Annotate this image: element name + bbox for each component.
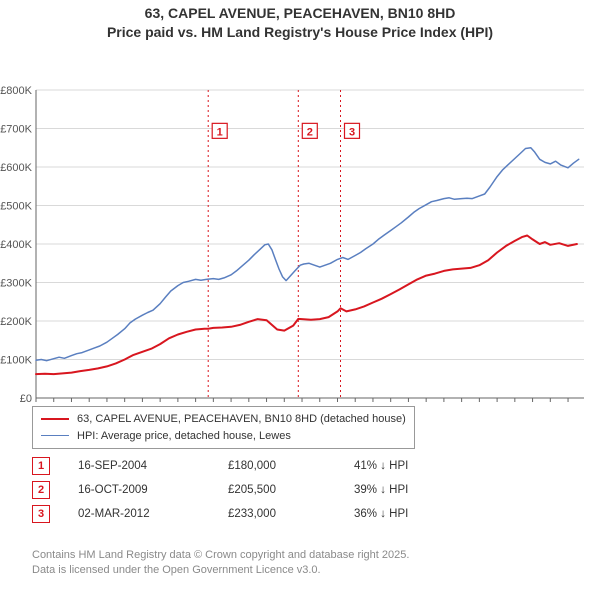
legend-swatch — [41, 418, 69, 420]
svg-text:£600K: £600K — [0, 162, 32, 174]
svg-text:£0: £0 — [20, 393, 32, 402]
title-line-1: 63, CAPEL AVENUE, PEACEHAVEN, BN10 8HD — [0, 4, 600, 23]
transaction-delta: 39% ↓ HPI — [354, 478, 408, 502]
transaction-date: 16-SEP-2004 — [78, 454, 228, 478]
footer-line-1: Contains HM Land Registry data © Crown c… — [32, 548, 409, 563]
transaction-marker-badge: 3 — [32, 505, 50, 523]
transaction-marker-badge: 2 — [32, 481, 50, 499]
transaction-row: 3 02-MAR-2012£233,00036% ↓ HPI — [32, 502, 408, 526]
legend-item: 63, CAPEL AVENUE, PEACEHAVEN, BN10 8HD (… — [41, 411, 406, 428]
transaction-date: 02-MAR-2012 — [78, 502, 228, 526]
transactions-table: 1 16-SEP-2004£180,00041% ↓ HPI 2 16-OCT-200… — [32, 454, 408, 526]
svg-text:£200K: £200K — [0, 316, 32, 328]
transaction-price: £205,500 — [228, 478, 354, 502]
svg-text:£300K: £300K — [0, 277, 32, 289]
title-line-2: Price paid vs. HM Land Registry's House … — [0, 23, 600, 42]
attribution-footer: Contains HM Land Registry data © Crown c… — [32, 548, 409, 578]
svg-text:£400K: £400K — [0, 239, 32, 251]
transaction-delta: 41% ↓ HPI — [354, 454, 408, 478]
svg-text:3: 3 — [349, 126, 355, 138]
footer-line-2: Data is licensed under the Open Governme… — [32, 563, 409, 578]
svg-text:£800K: £800K — [0, 85, 32, 97]
svg-text:£500K: £500K — [0, 200, 32, 212]
chart-container: { "title": { "line1": "63, CAPEL AVENUE,… — [0, 0, 600, 590]
legend-label: 63, CAPEL AVENUE, PEACEHAVEN, BN10 8HD (… — [77, 411, 406, 428]
transaction-date: 16-OCT-2009 — [78, 478, 228, 502]
legend-label: HPI: Average price, detached house, Lewe… — [77, 428, 291, 445]
svg-text:1: 1 — [217, 126, 223, 138]
transaction-row: 2 16-OCT-2009£205,50039% ↓ HPI — [32, 478, 408, 502]
legend-item: HPI: Average price, detached house, Lewe… — [41, 428, 406, 445]
transaction-price: £233,000 — [228, 502, 354, 526]
svg-text:£100K: £100K — [0, 354, 32, 366]
legend-swatch — [41, 435, 69, 436]
transaction-row: 1 16-SEP-2004£180,00041% ↓ HPI — [32, 454, 408, 478]
transaction-price: £180,000 — [228, 454, 354, 478]
svg-text:£700K: £700K — [0, 123, 32, 135]
chart-title: 63, CAPEL AVENUE, PEACEHAVEN, BN10 8HD P… — [0, 0, 600, 42]
transaction-marker-badge: 1 — [32, 457, 50, 475]
svg-text:2: 2 — [307, 126, 313, 138]
transaction-delta: 36% ↓ HPI — [354, 502, 408, 526]
legend: 63, CAPEL AVENUE, PEACEHAVEN, BN10 8HD (… — [32, 406, 415, 449]
price-vs-hpi-chart: £0 £100K £200K £300K £400K £500K £600K £700K £80… — [0, 42, 600, 402]
